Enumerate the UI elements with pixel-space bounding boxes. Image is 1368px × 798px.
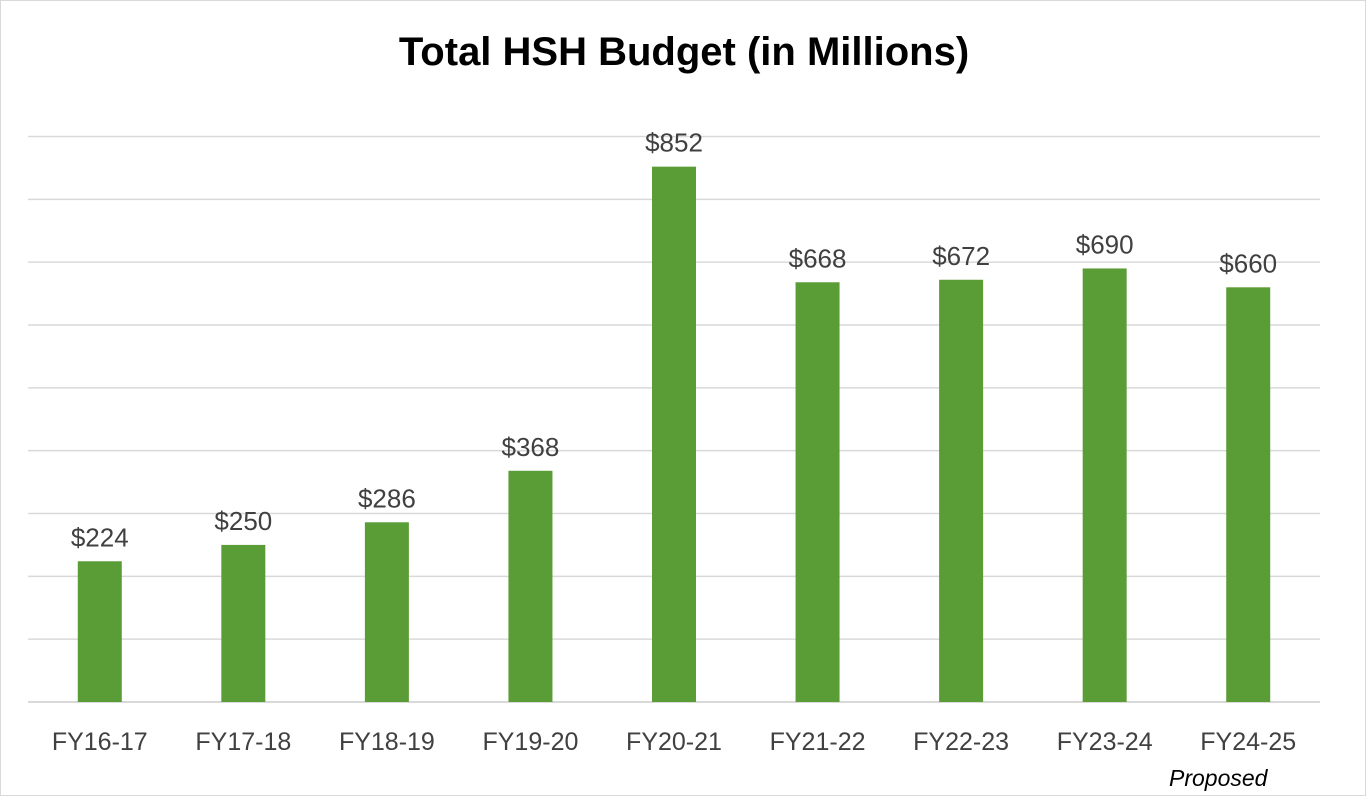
bar-fy21-22 [795, 282, 840, 702]
bar-fy22-23 [939, 279, 984, 702]
bar-fy16-17 [77, 561, 122, 702]
x-tick-label: FY21-22 [770, 728, 866, 756]
x-tick-label: FY20-21 [626, 728, 722, 756]
bar-fy19-20 [508, 470, 553, 702]
tick-layer: FY16-17 FY17-18 FY18-19 FY19-20 FY20-21 FY21-… [52, 728, 1296, 791]
bar-fy18-19 [364, 522, 409, 702]
data-label: $668 [789, 243, 847, 273]
label-layer: $224 $250 $286 $368 $852 $668 $672 $690 $660 [71, 128, 1277, 553]
bar-fy24-25 [1226, 287, 1271, 702]
x-tick-label: FY24-25 [1200, 728, 1296, 756]
data-label: $660 [1219, 248, 1277, 278]
chart-title: Total HSH Budget (in Millions) [398, 30, 970, 74]
x-tick-label: FY16-17 [52, 728, 148, 756]
x-tick-label: FY22-23 [913, 728, 1009, 756]
bar-fy23-24 [1082, 268, 1127, 702]
bar-fy17-18 [221, 544, 266, 702]
x-tick-label: FY17-18 [195, 728, 291, 756]
bar-fy20-21 [652, 166, 696, 702]
data-label: $368 [502, 432, 560, 462]
x-tick-label: FY23-24 [1057, 728, 1153, 756]
data-label: $672 [932, 241, 990, 271]
data-label: $690 [1076, 229, 1134, 259]
data-label: $224 [71, 522, 129, 552]
x-tick-label: FY18-19 [339, 728, 435, 756]
category-note-label: Proposed [1169, 765, 1269, 791]
data-label: $286 [358, 483, 416, 513]
data-label: $250 [214, 506, 272, 536]
x-tick-label: FY19-20 [482, 728, 578, 756]
data-label: $852 [645, 128, 703, 158]
bar-layer [77, 166, 1271, 702]
